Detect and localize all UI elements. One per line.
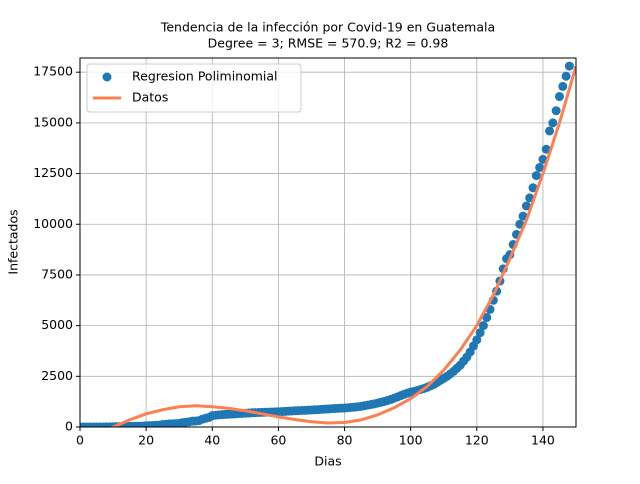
data-point [561,71,571,81]
x-tick-label: 20 [138,433,154,448]
data-point [515,219,525,229]
data-point [521,201,531,211]
legend: Regresion Poliminomial Datos [86,63,302,113]
data-point [551,106,561,116]
axes-frame [79,57,577,428]
x-tick-label: 100 [399,433,423,448]
data-point [564,61,574,71]
data-point [535,162,545,172]
data-point [518,211,528,221]
y-tick-label: 2500 [41,368,73,383]
x-tick-label: 60 [270,433,286,448]
y-tick-label: 17500 [33,64,73,79]
data-point [554,92,564,102]
x-tick-label: 120 [465,433,489,448]
y-tick-label: 7500 [41,266,73,281]
y-tick-label: 0 [65,419,73,434]
data-point [475,328,485,338]
data-point [528,183,538,193]
data-point [482,313,492,323]
legend-box [86,63,302,113]
data-point [531,171,541,181]
data-point [538,154,548,164]
data-point [541,144,551,154]
chart-subtitle: Degree = 3; RMSE = 570.9; R2 = 0.98 [208,36,449,51]
x-tick-label: 0 [76,433,84,448]
x-tick-label: 80 [337,433,353,448]
chart-title: Tendencia de la infección por Covid-19 e… [160,20,495,35]
data-point [558,81,568,91]
fit-line [109,65,576,427]
y-tick-label: 15000 [33,114,73,129]
y-tick-label: 10000 [33,216,73,231]
legend-label: Datos [132,90,168,105]
data-point [548,118,558,128]
legend-marker [102,72,112,82]
legend-label: Regresion Poliminomial [132,69,278,84]
y-axis-label: Infectados [6,209,21,274]
x-tick-label: 40 [204,433,220,448]
x-tick-label: 140 [531,433,555,448]
data-point [478,321,488,331]
data-point [472,335,482,345]
y-tick-label: 5000 [41,317,73,332]
plot-area [80,61,576,427]
x-axis-label: Dias [314,454,341,469]
data-point [545,126,555,136]
y-tick-label: 12500 [33,165,73,180]
